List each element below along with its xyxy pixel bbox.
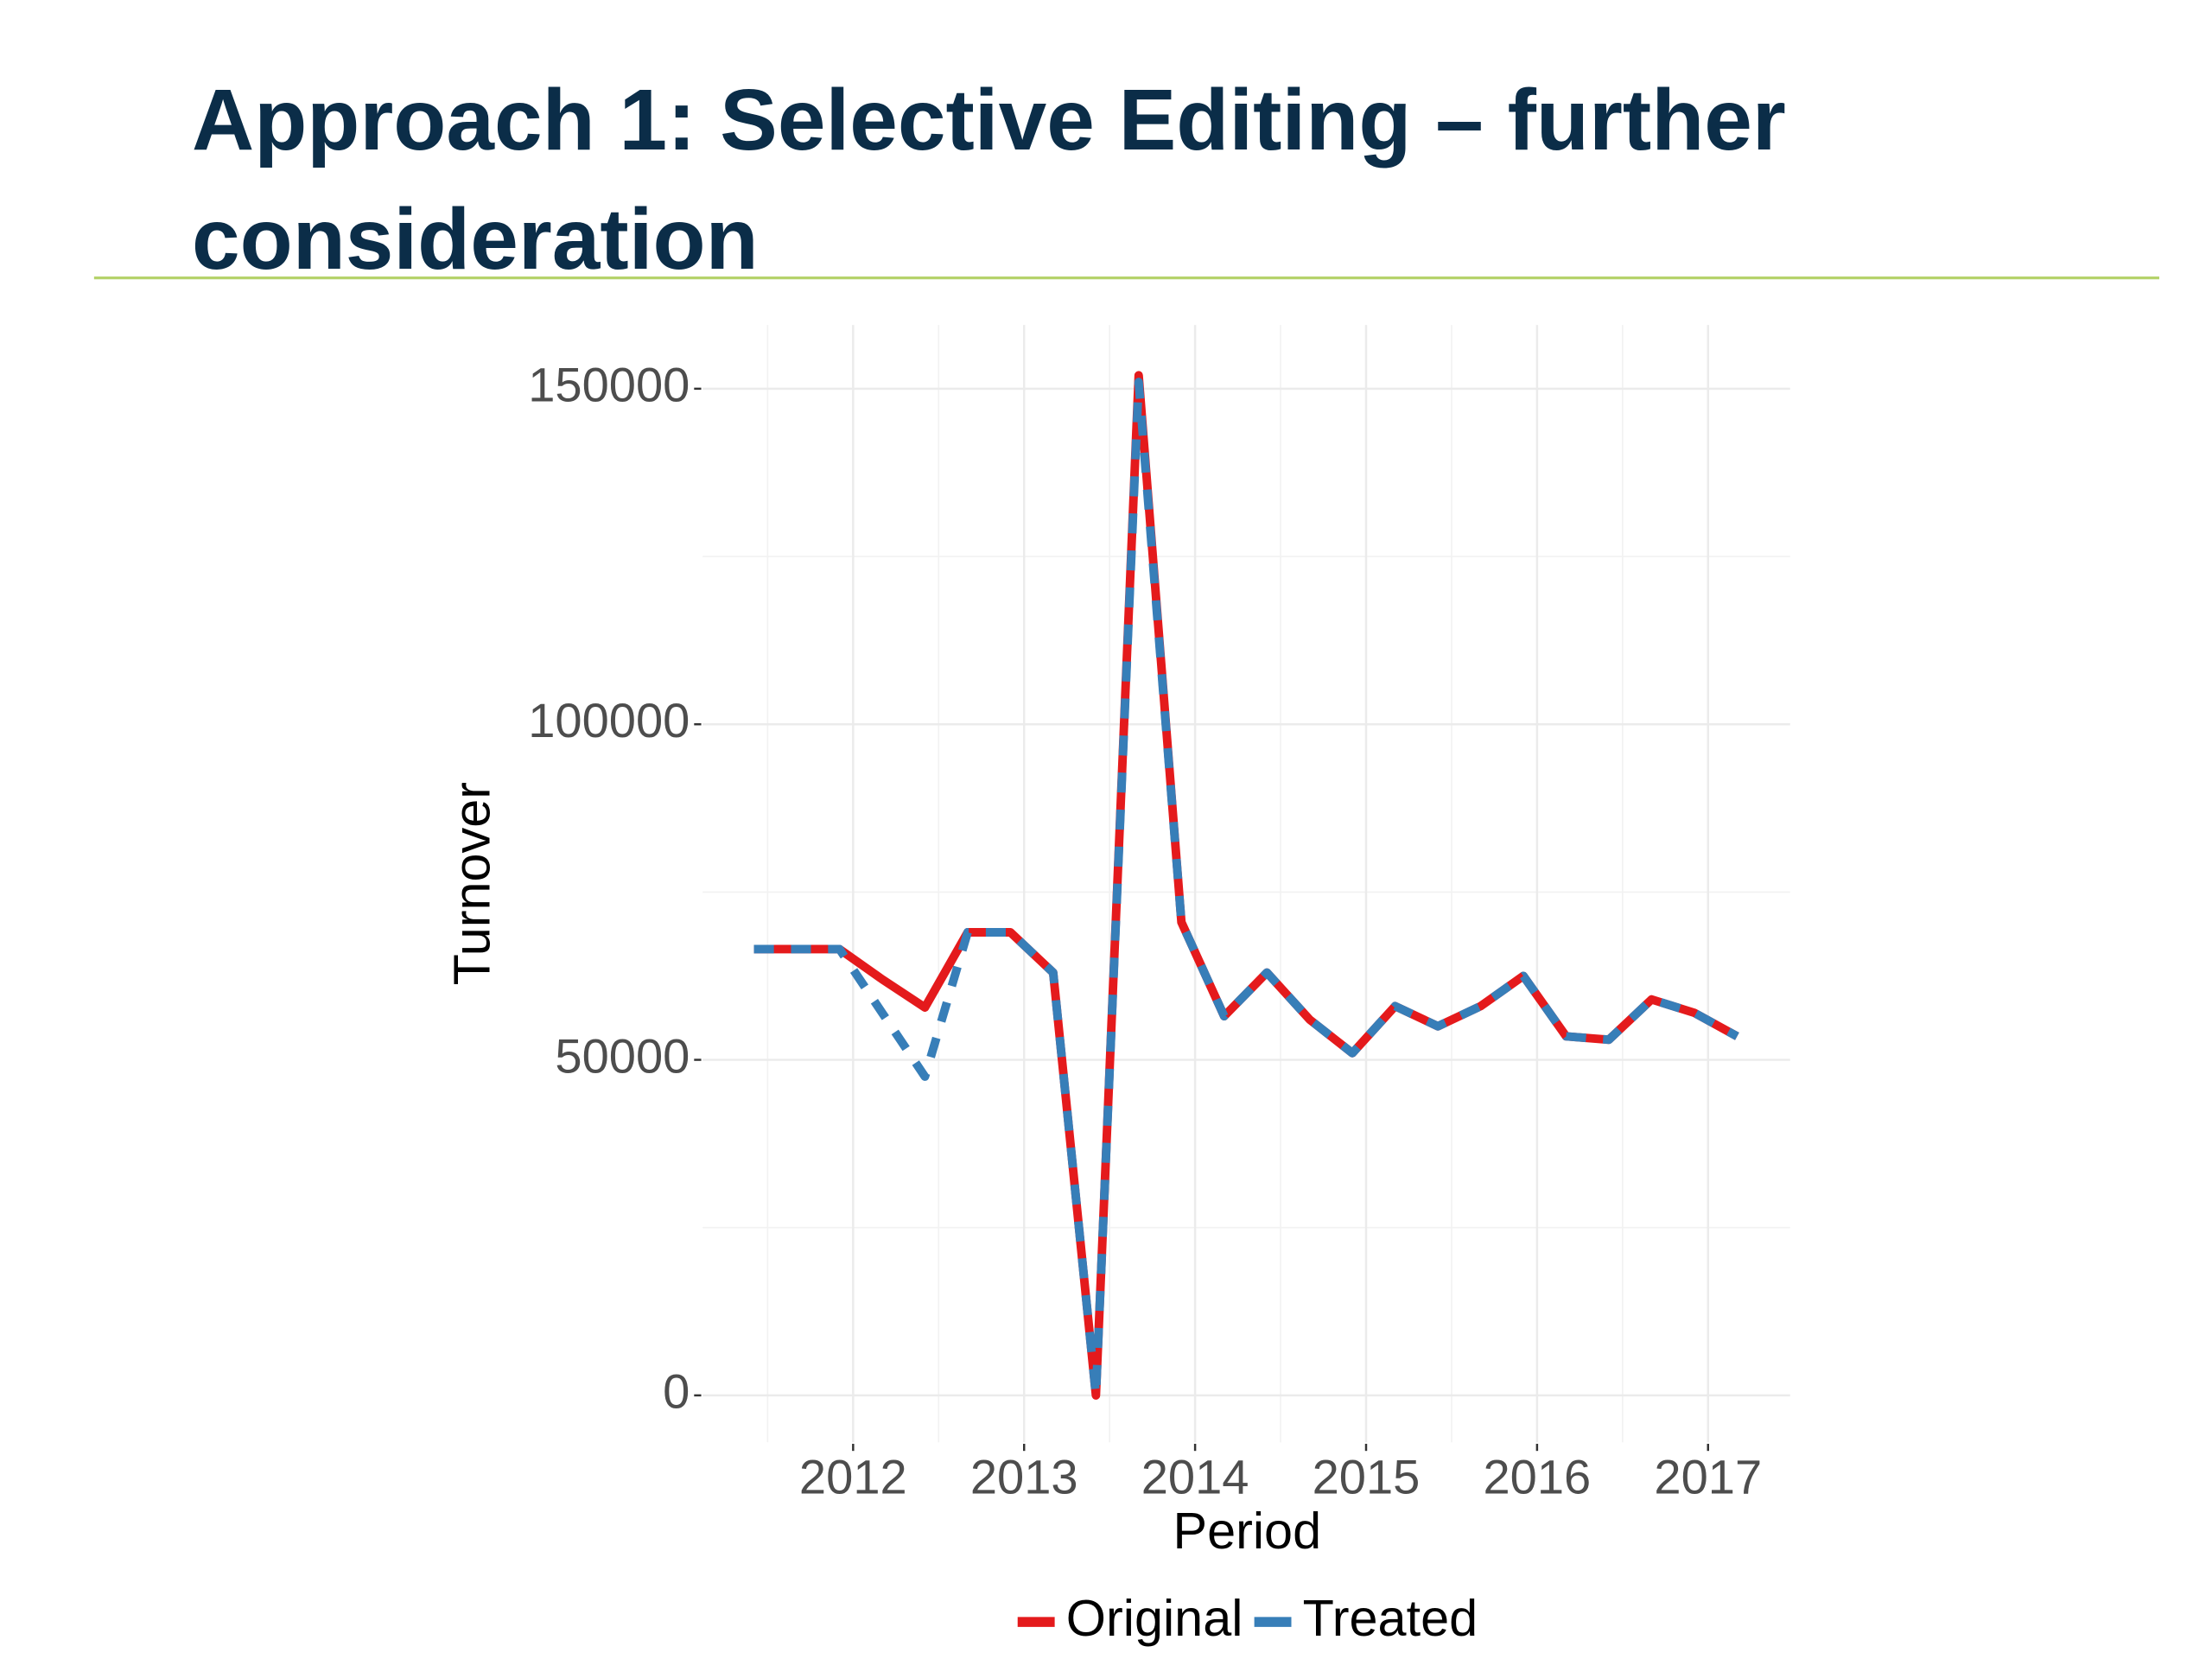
y-tick-label: 150000: [528, 358, 690, 412]
data-line: [753, 371, 1739, 1400]
data-line: [753, 378, 1739, 1400]
x-tick-label: 2013: [970, 1450, 1078, 1504]
x-tick-label: 2015: [1313, 1450, 1421, 1504]
slide-title: Approach 1: Selective Editing – further …: [192, 72, 1786, 288]
x-tick-label: 2014: [1141, 1450, 1249, 1504]
legend-label: Original: [1066, 1589, 1243, 1647]
y-tick-label: 100000: [528, 693, 690, 747]
x-tick-label: 2012: [799, 1450, 907, 1504]
y-tick-label: 0: [663, 1364, 690, 1419]
x-tick-label: 2016: [1483, 1450, 1591, 1504]
y-tick-label: 50000: [555, 1028, 690, 1083]
legend-label: Treated: [1303, 1589, 1478, 1647]
x-tick-label: 2017: [1654, 1450, 1762, 1504]
x-axis-title: Period: [1173, 1502, 1321, 1560]
y-axis-title: Turnover: [443, 782, 501, 985]
